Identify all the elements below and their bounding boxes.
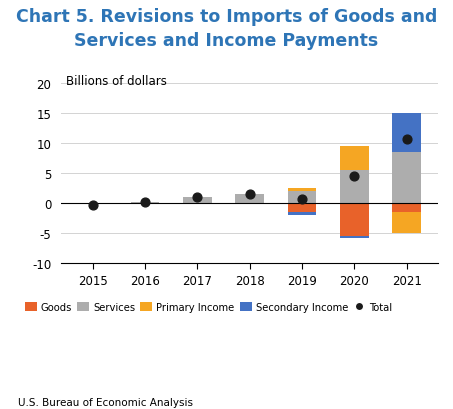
Text: Billions of dollars: Billions of dollars (67, 75, 167, 88)
Bar (392, 114, 421, 153)
Bar (392, 204, 421, 213)
Point (403, 137, 410, 143)
Bar (235, 195, 264, 204)
Point (246, 191, 253, 198)
Bar (392, 213, 421, 234)
Bar (340, 171, 369, 204)
Bar (340, 204, 369, 237)
Point (299, 196, 306, 203)
Point (193, 194, 201, 200)
Bar (183, 198, 212, 204)
Bar (288, 204, 316, 213)
Bar (392, 153, 421, 204)
Bar (340, 237, 369, 238)
Bar (340, 147, 369, 171)
Point (141, 199, 149, 206)
Point (351, 174, 358, 180)
Point (89, 202, 96, 209)
Bar (288, 189, 316, 192)
Bar (288, 192, 316, 204)
Text: U.S. Bureau of Economic Analysis: U.S. Bureau of Economic Analysis (18, 397, 193, 407)
Bar (288, 213, 316, 216)
Legend: Goods, Services, Primary Income, Secondary Income, Total: Goods, Services, Primary Income, Seconda… (21, 298, 396, 316)
Bar (130, 202, 159, 204)
Text: Chart 5. Revisions to Imports of Goods and
Services and Income Payments: Chart 5. Revisions to Imports of Goods a… (16, 8, 437, 49)
